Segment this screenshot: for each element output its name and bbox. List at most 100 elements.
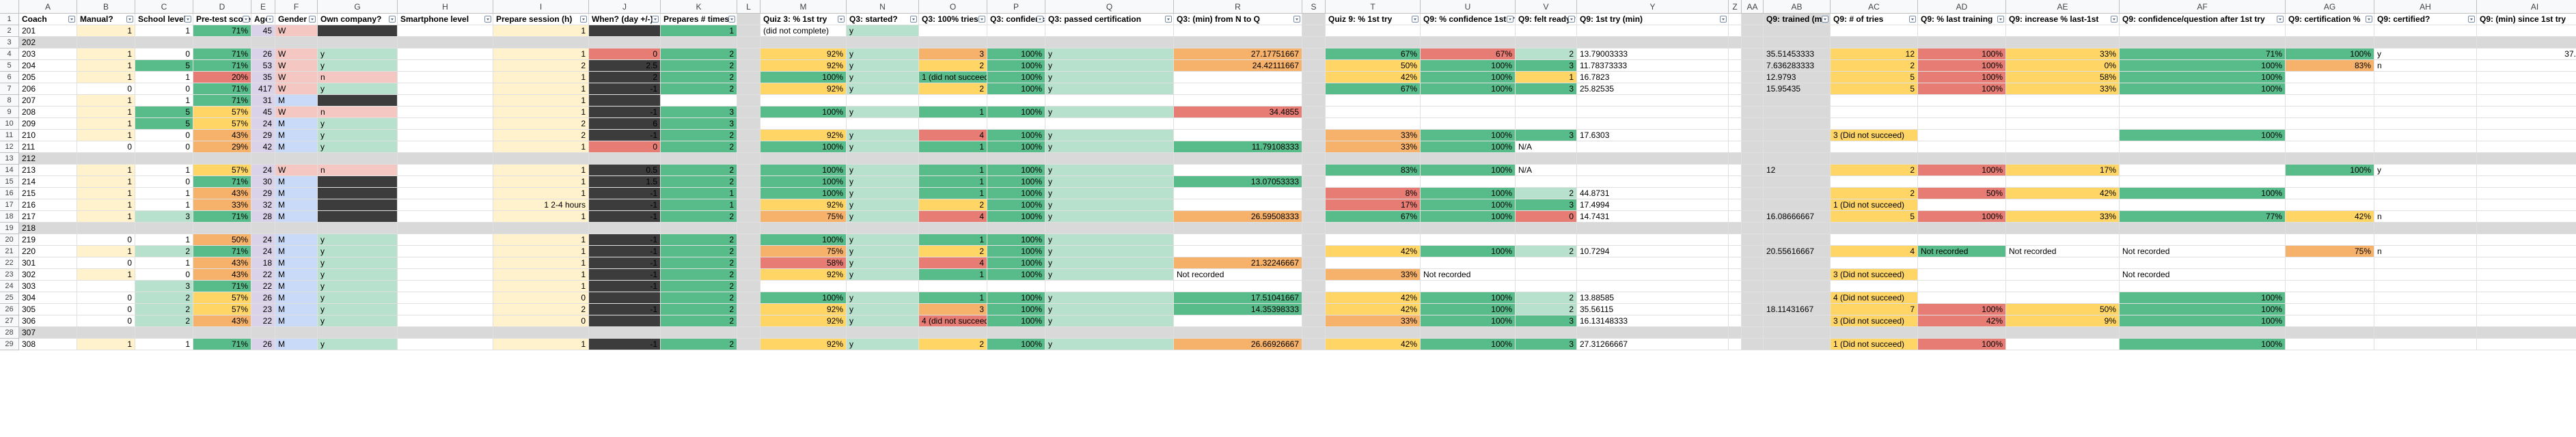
row-header-20[interactable]: 20 (0, 234, 19, 246)
table-cell[interactable]: 1 (135, 25, 193, 37)
table-cell[interactable]: 0 (135, 269, 193, 281)
table-cell[interactable]: 58% (2006, 72, 2120, 83)
table-cell[interactable]: 204 (19, 60, 77, 72)
table-cell[interactable]: 14.7431 (1577, 211, 1729, 223)
table-cell[interactable] (2477, 304, 2576, 315)
header-cell[interactable]: Q9: 1st try (min) (1577, 14, 1729, 25)
table-cell[interactable]: 1 (493, 165, 589, 176)
table-cell[interactable] (398, 199, 493, 211)
column-header-ag[interactable]: AG (2286, 0, 2374, 14)
table-cell[interactable] (1729, 234, 1742, 246)
table-cell[interactable] (1742, 37, 1764, 48)
table-cell[interactable] (1421, 257, 1516, 269)
table-cell[interactable]: 0% (2006, 60, 2120, 72)
table-cell[interactable] (1577, 107, 1729, 118)
table-cell[interactable]: 42% (2286, 211, 2374, 223)
table-cell[interactable] (398, 211, 493, 223)
table-cell[interactable]: 100% (987, 315, 1045, 327)
table-cell[interactable] (1918, 292, 2006, 304)
table-cell[interactable] (1302, 281, 1326, 292)
table-cell[interactable] (2120, 257, 2286, 269)
table-cell[interactable] (1326, 327, 1421, 339)
table-cell[interactable] (1302, 234, 1326, 246)
table-cell[interactable]: 2 (661, 304, 737, 315)
table-cell[interactable]: 75% (761, 211, 847, 223)
table-cell[interactable]: 100% (1421, 188, 1516, 199)
table-cell[interactable]: 2 (661, 246, 737, 257)
table-cell[interactable] (1742, 153, 1764, 165)
table-cell[interactable] (1729, 246, 1742, 257)
table-cell[interactable]: 100% (1918, 339, 2006, 350)
table-cell[interactable]: M (275, 130, 318, 141)
table-cell[interactable]: 100% (1421, 246, 1516, 257)
table-cell[interactable]: 2 (919, 246, 987, 257)
table-cell[interactable] (2006, 269, 2120, 281)
header-cell[interactable]: Q9: # of tries (1831, 14, 1918, 25)
column-header-ab[interactable]: AB (1764, 0, 1831, 14)
table-cell[interactable]: 4 (did not succeed) (919, 315, 987, 327)
table-cell[interactable]: 2 (493, 60, 589, 72)
table-cell[interactable]: 43% (193, 315, 251, 327)
table-cell[interactable] (318, 176, 398, 188)
table-cell[interactable] (2006, 176, 2120, 188)
table-cell[interactable] (1326, 25, 1421, 37)
table-cell[interactable]: 57% (193, 165, 251, 176)
table-cell[interactable] (737, 25, 761, 37)
table-cell[interactable] (1918, 141, 2006, 153)
table-cell[interactable]: n (318, 72, 398, 83)
table-cell[interactable] (737, 211, 761, 223)
table-cell[interactable]: 2 (1831, 60, 1918, 72)
table-cell[interactable]: -1 (589, 130, 661, 141)
table-cell[interactable]: 71% (193, 95, 251, 107)
table-cell[interactable]: 24 (251, 246, 275, 257)
column-header-e[interactable]: E (251, 0, 275, 14)
table-cell[interactable]: 100% (987, 304, 1045, 315)
table-cell[interactable]: 1 (493, 72, 589, 83)
table-cell[interactable] (1326, 118, 1421, 130)
table-cell[interactable] (1174, 83, 1302, 95)
table-cell[interactable] (2374, 141, 2477, 153)
table-cell[interactable]: y (847, 130, 919, 141)
column-header-y[interactable]: Y (1577, 0, 1729, 14)
table-cell[interactable]: 0 (135, 83, 193, 95)
table-cell[interactable] (1516, 269, 1577, 281)
table-cell[interactable] (2286, 269, 2374, 281)
table-cell[interactable]: 100% (1421, 83, 1516, 95)
table-cell[interactable]: 32 (251, 199, 275, 211)
table-cell[interactable]: 1 (135, 199, 193, 211)
table-cell[interactable] (2374, 234, 2477, 246)
table-cell[interactable]: 6 (589, 118, 661, 130)
table-cell[interactable]: M (275, 315, 318, 327)
table-cell[interactable] (1516, 37, 1577, 48)
table-cell[interactable] (1918, 223, 2006, 234)
table-cell[interactable] (1764, 315, 1831, 327)
table-cell[interactable]: 13.88585 (1577, 292, 1729, 304)
table-cell[interactable]: M (275, 292, 318, 304)
table-cell[interactable]: 0 (77, 83, 135, 95)
table-cell[interactable]: 2 (135, 292, 193, 304)
table-cell[interactable]: 1 (77, 165, 135, 176)
table-cell[interactable]: y (1045, 141, 1174, 153)
filter-dropdown-icon[interactable] (2468, 16, 2475, 23)
table-cell[interactable]: y (1045, 176, 1174, 188)
table-cell[interactable]: 1 (493, 257, 589, 269)
table-cell[interactable]: 100% (987, 199, 1045, 211)
table-cell[interactable] (493, 37, 589, 48)
table-cell[interactable]: 71% (193, 83, 251, 95)
row-header-18[interactable]: 18 (0, 211, 19, 223)
table-cell[interactable]: 1 (493, 339, 589, 350)
table-cell[interactable] (847, 37, 919, 48)
table-cell[interactable] (2286, 234, 2374, 246)
table-cell[interactable] (1831, 234, 1918, 246)
table-cell[interactable]: 92% (761, 339, 847, 350)
filter-dropdown-icon[interactable] (1568, 16, 1575, 23)
table-cell[interactable] (1729, 118, 1742, 130)
column-header-i[interactable]: I (493, 0, 589, 14)
table-cell[interactable] (193, 223, 251, 234)
table-cell[interactable] (737, 234, 761, 246)
column-header-n[interactable]: N (847, 0, 919, 14)
table-cell[interactable] (2477, 83, 2576, 95)
table-cell[interactable] (2006, 141, 2120, 153)
table-cell[interactable]: 34.4855 (1174, 107, 1302, 118)
table-cell[interactable]: 13.07053333 (1174, 176, 1302, 188)
